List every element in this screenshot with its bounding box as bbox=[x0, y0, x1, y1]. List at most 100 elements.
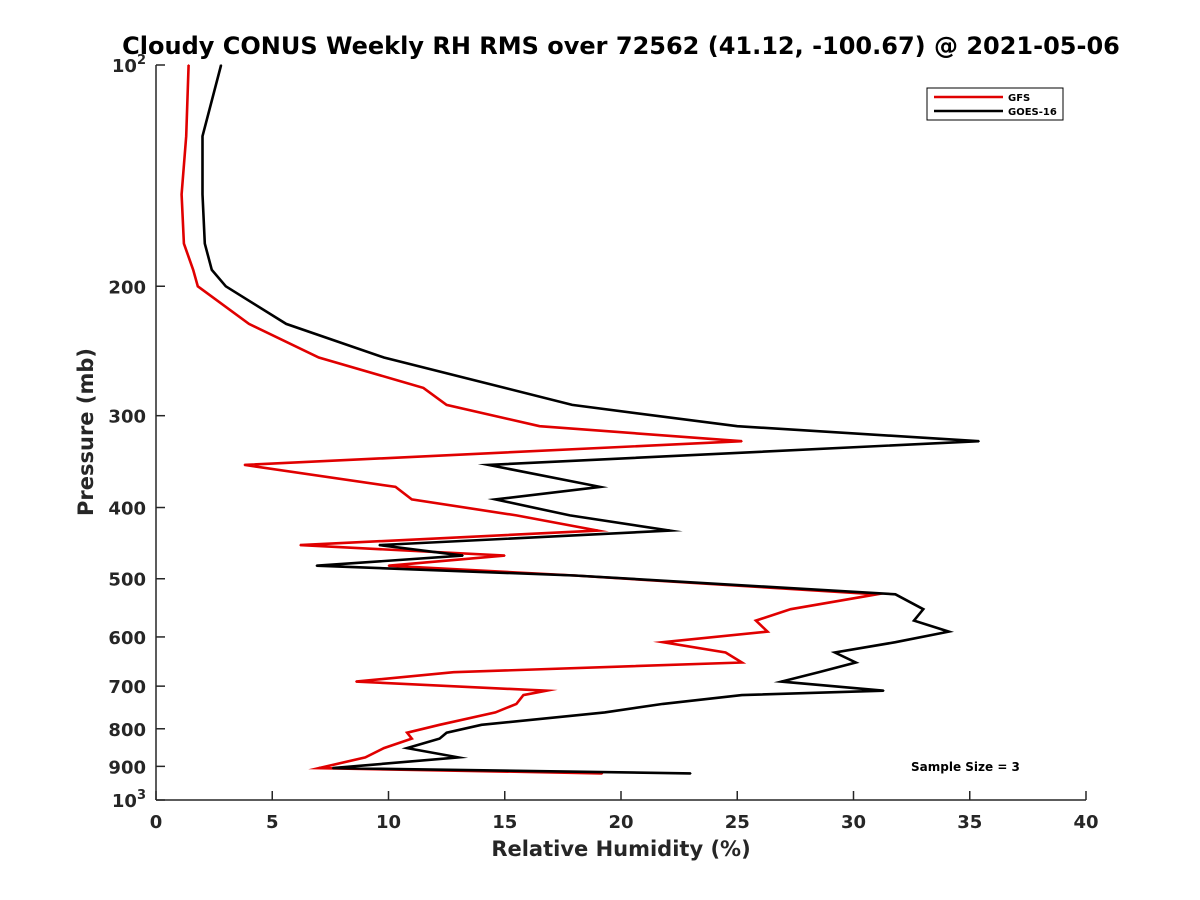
data-point-goes16 bbox=[462, 554, 464, 557]
data-point-gfs bbox=[197, 285, 199, 288]
data-point-goes16 bbox=[573, 574, 576, 577]
data-point-gfs bbox=[248, 323, 250, 325]
y-tick-label: 103 bbox=[112, 788, 146, 812]
y-tick-label-exponent: 2 bbox=[137, 53, 146, 68]
y-tick-label: 300 bbox=[108, 407, 146, 428]
x-tick-label: 25 bbox=[725, 812, 750, 833]
data-point-gfs bbox=[387, 564, 390, 567]
y-tick-label: 900 bbox=[108, 757, 146, 778]
data-point-gfs bbox=[422, 387, 425, 389]
y-tick-label-exponent: 3 bbox=[137, 788, 146, 803]
data-point-goes16 bbox=[922, 608, 925, 610]
data-point-goes16 bbox=[913, 619, 915, 622]
data-point-goes16 bbox=[315, 564, 318, 567]
data-point-gfs bbox=[317, 767, 320, 769]
x-tick-label: 20 bbox=[608, 812, 633, 833]
data-point-goes16 bbox=[978, 440, 980, 443]
data-point-goes16 bbox=[780, 680, 783, 683]
data-point-gfs bbox=[364, 756, 367, 759]
chart-title: Cloudy CONUS Weekly RH RMS over 72562 (4… bbox=[122, 32, 1120, 60]
data-point-gfs bbox=[538, 425, 541, 427]
data-point-gfs bbox=[522, 694, 525, 696]
data-point-gfs bbox=[445, 404, 448, 406]
data-point-goes16 bbox=[383, 356, 385, 359]
y-tick-label: 700 bbox=[108, 677, 146, 698]
data-point-goes16 bbox=[741, 694, 743, 696]
data-point-gfs bbox=[192, 269, 194, 271]
data-point-gfs bbox=[243, 464, 246, 466]
x-tick-label: 30 bbox=[841, 812, 866, 833]
data-point-goes16 bbox=[220, 64, 222, 66]
data-point-goes16 bbox=[224, 285, 227, 288]
data-point-gfs bbox=[299, 544, 301, 546]
x-tick-label: 0 bbox=[150, 812, 163, 833]
data-point-goes16 bbox=[378, 544, 381, 546]
x-tick-label: 10 bbox=[376, 812, 401, 833]
data-point-gfs bbox=[724, 651, 727, 654]
data-point-gfs bbox=[755, 619, 757, 622]
data-point-gfs bbox=[503, 554, 506, 557]
data-point-goes16 bbox=[331, 767, 334, 769]
data-point-goes16 bbox=[894, 593, 897, 596]
data-point-gfs bbox=[452, 671, 455, 673]
data-point-goes16 bbox=[571, 404, 573, 406]
data-point-goes16 bbox=[438, 737, 441, 740]
legend-label-gfs: GFS bbox=[1008, 93, 1030, 104]
y-tick-label: 400 bbox=[108, 499, 146, 520]
data-point-gfs bbox=[355, 680, 357, 683]
y-tick-label-base: 10 bbox=[112, 56, 137, 77]
y-tick-label: 200 bbox=[108, 277, 146, 298]
data-point-goes16 bbox=[569, 514, 571, 517]
x-tick-label: 35 bbox=[957, 812, 982, 833]
data-point-goes16 bbox=[669, 529, 671, 532]
x-tick-label: 5 bbox=[266, 812, 279, 833]
data-point-goes16 bbox=[285, 323, 288, 325]
data-point-gfs bbox=[438, 723, 441, 726]
data-point-goes16 bbox=[817, 671, 820, 673]
data-point-gfs bbox=[766, 630, 769, 633]
x-tick-label: 15 bbox=[492, 812, 517, 833]
y-tick-label: 102 bbox=[112, 53, 146, 77]
data-point-goes16 bbox=[736, 425, 739, 427]
data-point-goes16 bbox=[599, 486, 601, 488]
data-point-goes16 bbox=[201, 135, 204, 138]
y-tick-label: 800 bbox=[108, 720, 146, 741]
data-point-goes16 bbox=[948, 630, 950, 633]
data-point-goes16 bbox=[494, 498, 497, 501]
data-point-gfs bbox=[185, 135, 188, 138]
data-point-goes16 bbox=[834, 651, 836, 654]
data-point-gfs bbox=[515, 703, 518, 705]
data-point-gfs bbox=[789, 608, 792, 610]
data-point-gfs bbox=[187, 64, 190, 66]
data-point-goes16 bbox=[406, 747, 408, 749]
data-point-gfs bbox=[596, 529, 599, 532]
legend-label-goes16: GOES-16 bbox=[1008, 107, 1057, 118]
data-point-gfs bbox=[545, 689, 548, 692]
data-point-goes16 bbox=[211, 269, 213, 271]
data-point-gfs bbox=[515, 514, 518, 517]
data-point-gfs bbox=[741, 440, 743, 443]
data-point-goes16 bbox=[445, 731, 448, 734]
data-point-gfs bbox=[394, 486, 397, 488]
legend-box bbox=[926, 87, 1064, 121]
data-point-goes16 bbox=[855, 661, 857, 664]
data-point-goes16 bbox=[662, 703, 664, 705]
data-point-goes16 bbox=[487, 464, 490, 466]
data-point-gfs bbox=[406, 731, 408, 734]
x-tick-label: 40 bbox=[1073, 812, 1098, 833]
y-tick-label-base: 10 bbox=[112, 791, 137, 812]
data-point-goes16 bbox=[689, 772, 692, 775]
data-point-gfs bbox=[741, 661, 743, 664]
y-tick-label: 500 bbox=[108, 570, 146, 591]
data-point-goes16 bbox=[201, 193, 204, 196]
data-point-goes16 bbox=[603, 711, 606, 714]
data-point-gfs bbox=[494, 711, 497, 714]
data-point-gfs bbox=[383, 747, 385, 749]
data-point-gfs bbox=[183, 242, 185, 245]
sample-size-annotation: Sample Size = 3 bbox=[911, 760, 1020, 774]
y-axis-label: Pressure (mb) bbox=[74, 348, 98, 516]
x-axis-label: Relative Humidity (%) bbox=[491, 837, 750, 861]
